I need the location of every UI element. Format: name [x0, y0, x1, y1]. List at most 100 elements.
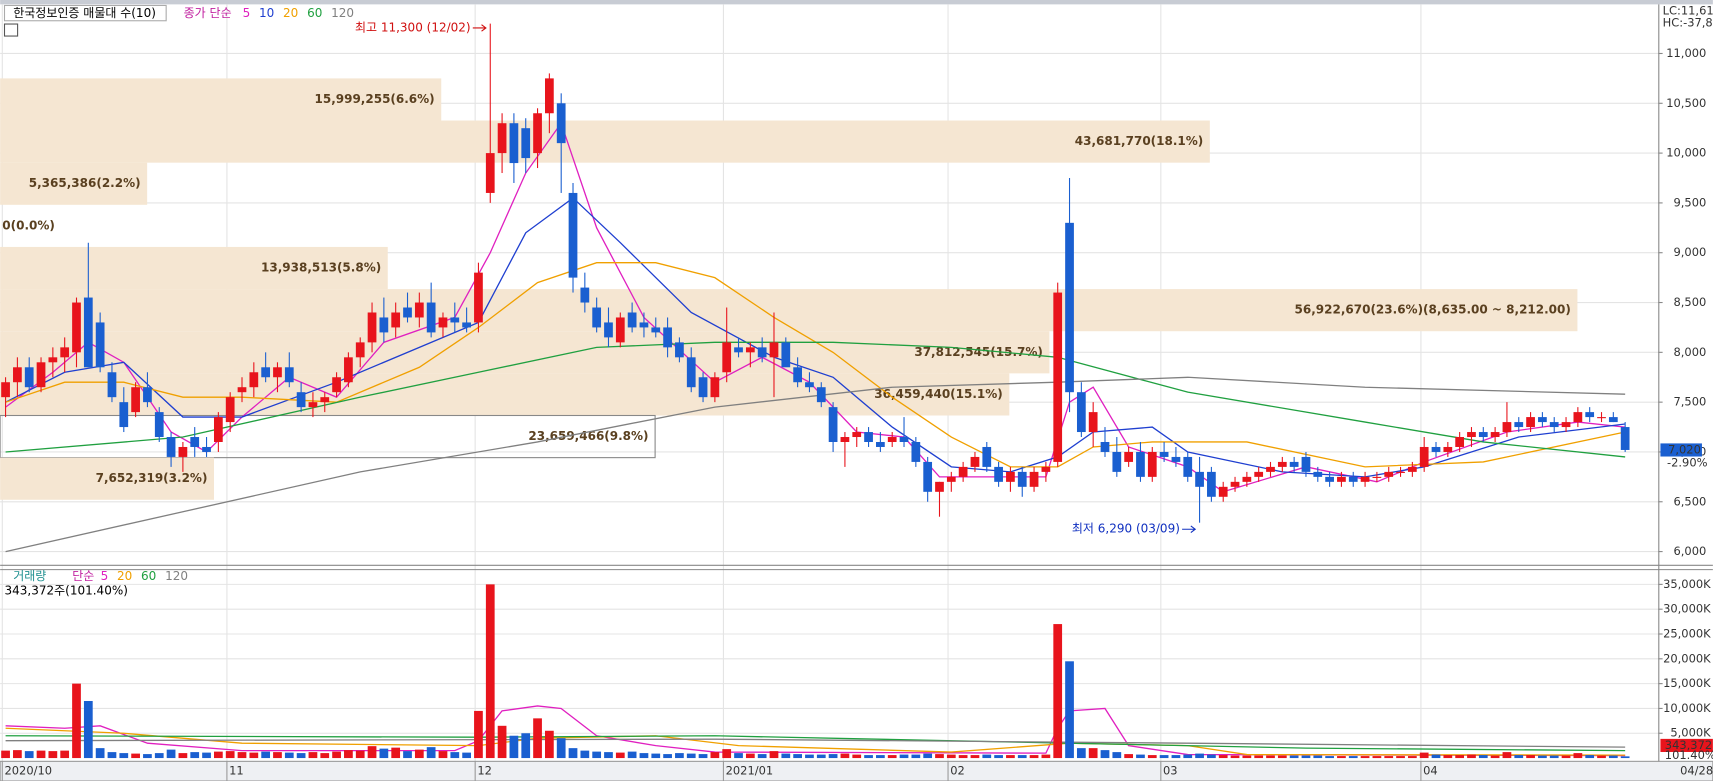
- x-tick-label: 02: [950, 764, 965, 778]
- candle-body: [1431, 446, 1441, 452]
- candle-body: [1325, 476, 1334, 482]
- profile-bar: [0, 289, 1578, 332]
- profile-bar: [0, 246, 388, 290]
- candle-body: [828, 407, 838, 442]
- candle-body: [1526, 417, 1535, 428]
- volume-bar: [580, 750, 590, 759]
- volume-bar: [166, 749, 176, 759]
- y-tick-label: 6,000: [1674, 544, 1707, 558]
- y-tick-label: 8,000: [1674, 345, 1707, 359]
- candle-body: [769, 342, 779, 358]
- candle-body: [83, 297, 93, 368]
- candle-body: [1159, 451, 1169, 457]
- candle-body: [615, 317, 625, 343]
- volume-bar: [1112, 752, 1122, 759]
- candle-body: [1348, 476, 1358, 482]
- volume-bar: [296, 753, 306, 759]
- volume-bar: [1195, 753, 1204, 759]
- candle-body: [474, 272, 483, 323]
- table-icon[interactable]: [3, 23, 19, 37]
- volume-bar: [887, 755, 897, 759]
- legend-entry: 60: [307, 6, 322, 20]
- volume-bar: [994, 755, 1003, 759]
- volume-bar: [414, 749, 424, 759]
- candle-body: [1301, 456, 1311, 472]
- candle-body: [911, 441, 921, 462]
- candle-body: [1100, 441, 1110, 452]
- candle-body: [1443, 446, 1453, 452]
- candle-body: [1017, 471, 1027, 487]
- candle-body: [580, 287, 590, 303]
- volume-bar: [1230, 755, 1240, 759]
- volume-bar: [1325, 756, 1334, 759]
- x-tick-label: 11: [229, 764, 244, 778]
- candle-body: [923, 461, 933, 492]
- y-tick-label: 11,000: [1666, 46, 1706, 60]
- candle-body: [982, 446, 992, 467]
- candle-body: [1478, 432, 1488, 438]
- candle-body: [48, 357, 58, 363]
- profile-bar: [0, 120, 1210, 163]
- candle-body: [533, 113, 542, 154]
- candle-body: [1112, 451, 1122, 472]
- candle-body: [686, 357, 696, 388]
- volume-bar: [805, 754, 814, 759]
- candle-body: [391, 312, 401, 328]
- profile-label: 13,938,513(5.8%): [261, 261, 381, 275]
- candle-body: [72, 302, 81, 353]
- candle-body: [379, 317, 389, 333]
- y-tick-label: 25,000K: [1663, 627, 1711, 641]
- candle-body: [1419, 446, 1429, 467]
- candle-body: [1218, 486, 1228, 497]
- candle-body: [651, 327, 661, 333]
- volume-bar: [757, 754, 767, 759]
- volume-bar: [615, 752, 625, 759]
- candle-body: [946, 476, 956, 482]
- candle-body: [1407, 466, 1417, 472]
- candle-body: [1171, 456, 1181, 462]
- volume-bar: [225, 751, 235, 759]
- volume-bar: [1183, 754, 1193, 759]
- candle-body: [1147, 451, 1157, 477]
- volume-bar: [308, 752, 318, 759]
- candle-body: [675, 342, 684, 358]
- volume-bar: [698, 754, 708, 759]
- candle-body: [545, 78, 554, 114]
- volume-bar: [663, 754, 672, 759]
- volume-bar: [639, 753, 649, 759]
- y-tick-label: 10,000K: [1663, 701, 1711, 715]
- profile-bar: [0, 457, 215, 500]
- x-tick-label: 12: [477, 764, 492, 778]
- candle-body: [1585, 412, 1595, 418]
- candle-body: [237, 387, 247, 393]
- candle-body: [864, 432, 873, 442]
- legend-entry: 5: [101, 569, 109, 583]
- candle-body: [131, 387, 140, 413]
- volume-bar: [1608, 755, 1618, 759]
- volume-ma-label: 단순: [72, 569, 94, 583]
- candle-body: [1029, 471, 1039, 487]
- candle-body: [1561, 422, 1571, 428]
- volume-bar: [462, 752, 471, 759]
- candle-body: [899, 437, 909, 442]
- volume-bar: [675, 753, 684, 759]
- volume-bar: [1407, 756, 1417, 759]
- volume-bar: [1360, 756, 1370, 759]
- volume-bar: [1147, 755, 1157, 759]
- volume-bar: [1549, 755, 1559, 759]
- volume-bar: [1337, 756, 1346, 759]
- volume-bar: [273, 752, 282, 759]
- candle-body: [994, 466, 1003, 482]
- candle-body: [485, 153, 495, 193]
- candle-body: [568, 192, 578, 278]
- legend-entry: 10: [259, 6, 274, 20]
- candle-body: [367, 312, 377, 343]
- candle-body: [1597, 417, 1606, 419]
- candle-body: [1360, 476, 1370, 482]
- volume-bar: [1041, 754, 1051, 759]
- candle-body: [1467, 432, 1476, 438]
- volume-bar: [627, 751, 637, 759]
- profile-label: 37,812,545(15.7%): [914, 345, 1043, 359]
- volume-bar: [1254, 755, 1264, 759]
- y-tick-label: 7,500: [1674, 395, 1707, 409]
